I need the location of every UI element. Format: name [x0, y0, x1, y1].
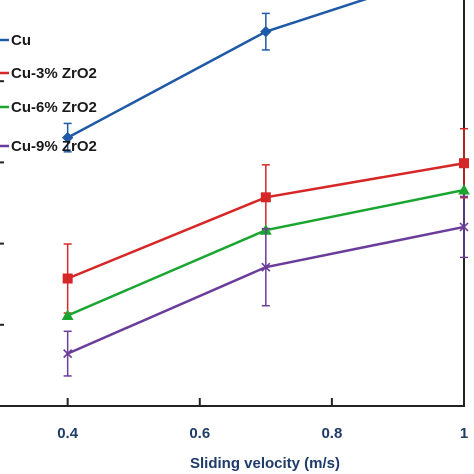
legend-label-0: Cu: [11, 32, 31, 49]
data-point-3-0: [63, 349, 73, 359]
x-axis-ticks: 0.4 0.6 0.8 1: [57, 398, 468, 442]
x-tick-label-3: 1: [460, 425, 468, 442]
data-point-1-1: [260, 192, 271, 203]
data-point-0-1: [260, 25, 272, 38]
data-point-1-2: [459, 158, 469, 169]
data-point-3-1: [261, 262, 271, 272]
series-3: [63, 195, 469, 377]
series-0: [61, 0, 368, 153]
data-point-3-2: [459, 222, 469, 232]
data-point-2-0: [61, 309, 74, 320]
x-axis-title: Sliding velocity (m/s): [190, 455, 340, 472]
legend-label-3: Cu-9% ZrO2: [11, 138, 97, 155]
x-tick-label-2: 0.8: [321, 425, 342, 442]
series-1: [62, 127, 469, 314]
legend-label-2: Cu-6% ZrO2: [11, 99, 97, 116]
legend: Cu Cu-3% ZrO2 Cu-6% ZrO2 Cu-9% ZrO2: [0, 32, 97, 155]
legend-label-1: Cu-3% ZrO2: [11, 65, 97, 82]
x-tick-label-0: 0.4: [57, 425, 79, 442]
data-point-1-0: [62, 273, 73, 284]
data-point-0-0: [61, 131, 74, 144]
x-tick-label-1: 0.6: [189, 425, 210, 442]
data-point-2-2: [458, 183, 470, 195]
series-layer: [61, 0, 470, 377]
